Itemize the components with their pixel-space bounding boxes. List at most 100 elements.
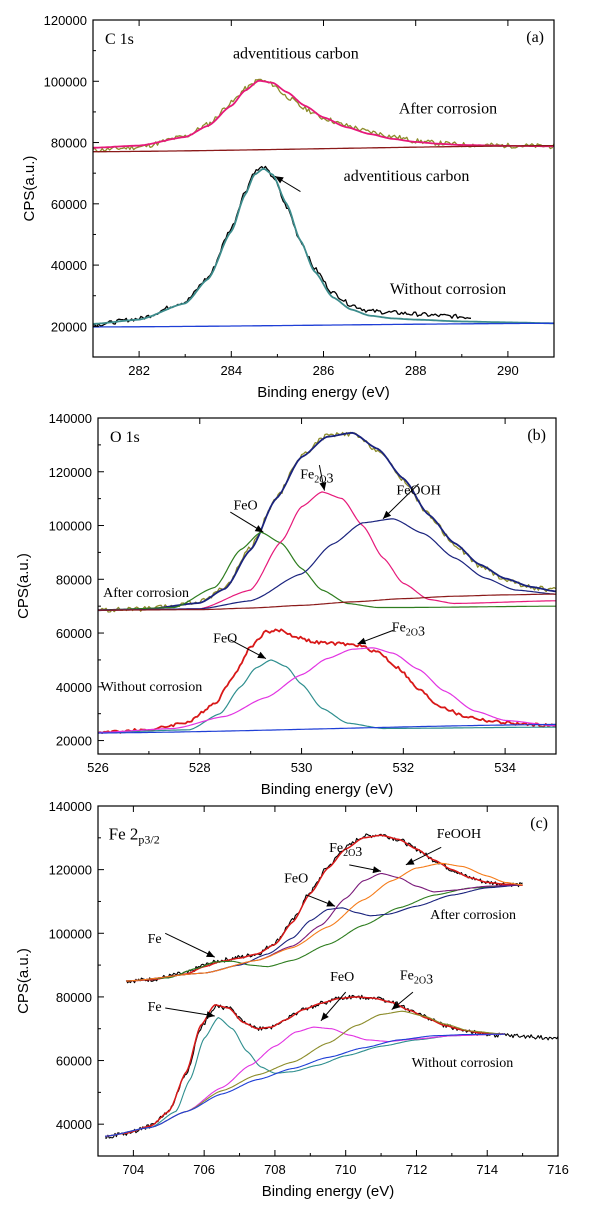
x-tick-label: 534 — [494, 760, 516, 775]
annotation-arrow — [382, 483, 419, 520]
peak-annotation: FeOOH — [437, 827, 481, 842]
series-line-4 — [126, 884, 523, 982]
x-tick-label: 714 — [476, 1162, 498, 1177]
peak-annotation: Without corrosion — [412, 1056, 514, 1071]
x-tick-label: 530 — [291, 760, 313, 775]
series-line-3 — [93, 144, 554, 153]
series-group — [98, 431, 556, 734]
y-tick-label: 120000 — [44, 13, 87, 28]
y-tick-label: 120000 — [49, 863, 92, 878]
y-tick-label: 140000 — [49, 411, 92, 426]
x-tick-label: 708 — [264, 1162, 286, 1177]
peak-annotation: adventitious carbon — [233, 45, 359, 62]
arrow-head — [382, 510, 392, 519]
peak-annotation: FeOOH — [396, 484, 440, 499]
arrow-head — [326, 900, 336, 907]
panel-a: 282 284 286 288 290 20000 40000 60000 80000 10000… — [21, 13, 555, 401]
arrow-head — [206, 1011, 215, 1019]
peak-annotation: Fe2O3 — [392, 621, 425, 640]
x-tick-label: 712 — [406, 1162, 428, 1177]
arrow-head — [254, 525, 264, 533]
panel-title: Fe 2p3/2 — [109, 824, 160, 846]
peak-annotation: After corrosion — [430, 908, 516, 923]
plot-frame — [97, 805, 559, 1157]
series-line-2 — [98, 431, 556, 612]
y-tick-label: 100000 — [49, 926, 92, 941]
series-line-6 — [98, 593, 556, 611]
peak-annotation: Without corrosion — [101, 680, 203, 695]
peak-annotation: Fe2O3 — [400, 968, 433, 987]
series-group — [104, 833, 558, 1139]
panel-title: C 1s — [105, 31, 134, 48]
y-tick-label: 40000 — [56, 1117, 92, 1132]
series-line-10 — [105, 1026, 505, 1137]
peak-annotation: FeO — [213, 631, 237, 646]
x-tick-label: 290 — [497, 363, 519, 378]
y-tick-label: 20000 — [56, 734, 92, 749]
plot-frame — [97, 417, 557, 755]
arrow-head — [319, 482, 327, 491]
arrow-head — [357, 637, 367, 645]
peak-annotation: After corrosion — [399, 100, 497, 117]
peak-annotation: Without corrosion — [390, 281, 506, 298]
x-tick-label: 528 — [189, 760, 211, 775]
y-tick-label: 60000 — [56, 1054, 92, 1069]
peak-annotation: Fe — [148, 1000, 162, 1015]
panel-label: (b) — [527, 427, 546, 444]
x-tick-label: 282 — [128, 363, 150, 378]
series-line-4 — [93, 165, 472, 328]
arrow-head — [405, 858, 415, 865]
arrow-head — [320, 1012, 329, 1021]
peak-annotation: Fe2O3 — [300, 467, 333, 486]
series-line-10 — [98, 723, 556, 734]
arrow-head — [391, 1001, 401, 1010]
series-line-6 — [126, 862, 523, 982]
y-tick-label: 80000 — [51, 136, 87, 151]
panel-label: (c) — [530, 815, 548, 832]
series-line-2 — [93, 79, 554, 149]
peak-annotation: Fe — [148, 932, 162, 947]
series-line-5 — [93, 167, 554, 325]
series-line-7 — [98, 628, 556, 734]
y-tick-label: 40000 — [51, 258, 87, 273]
series-line-8 — [98, 659, 556, 734]
peak-annotation: FeO — [284, 871, 308, 886]
y-tick-label: 100000 — [49, 519, 92, 534]
series-line-12 — [105, 1033, 505, 1137]
arrow-head — [275, 176, 284, 184]
arrow-head — [206, 950, 215, 958]
plot-frame — [92, 19, 555, 358]
y-tick-label: 60000 — [51, 197, 87, 212]
x-tick-label: 710 — [335, 1162, 357, 1177]
series-line-6 — [93, 322, 554, 328]
panel-label: (a) — [526, 29, 544, 46]
y-axis-label: CPS(a.u.) — [21, 156, 38, 222]
series-line-9 — [98, 647, 556, 734]
series-line-3 — [126, 884, 523, 982]
y-tick-label: 80000 — [56, 572, 92, 587]
y-tick-label: 20000 — [51, 319, 87, 334]
annotation-arrow — [165, 932, 215, 958]
series-line-5 — [98, 518, 556, 611]
panel-b: 526 528 530 532 534 20000 40000 60000 80000 10000… — [15, 411, 557, 798]
y-tick-label: 40000 — [56, 680, 92, 695]
x-tick-label: 706 — [193, 1162, 215, 1177]
y-tick-label: 80000 — [56, 990, 92, 1005]
series-line-3 — [98, 531, 556, 611]
x-tick-label: 532 — [392, 760, 414, 775]
y-tick-label: 140000 — [49, 799, 92, 814]
x-tick-label: 284 — [220, 363, 242, 378]
peak-annotation: Fe2O3 — [329, 841, 362, 860]
x-axis-label: Binding energy (eV) — [262, 1183, 395, 1200]
peak-annotation: After corrosion — [103, 586, 189, 601]
x-tick-label: 704 — [123, 1162, 145, 1177]
panel-title: O 1s — [110, 429, 140, 446]
y-tick-label: 100000 — [44, 74, 87, 89]
y-tick-label: 60000 — [56, 626, 92, 641]
x-tick-label: 526 — [87, 760, 109, 775]
x-tick-label: 288 — [405, 363, 427, 378]
series-line-5 — [126, 872, 523, 982]
series-group — [93, 78, 554, 328]
series-line-2 — [126, 834, 523, 982]
